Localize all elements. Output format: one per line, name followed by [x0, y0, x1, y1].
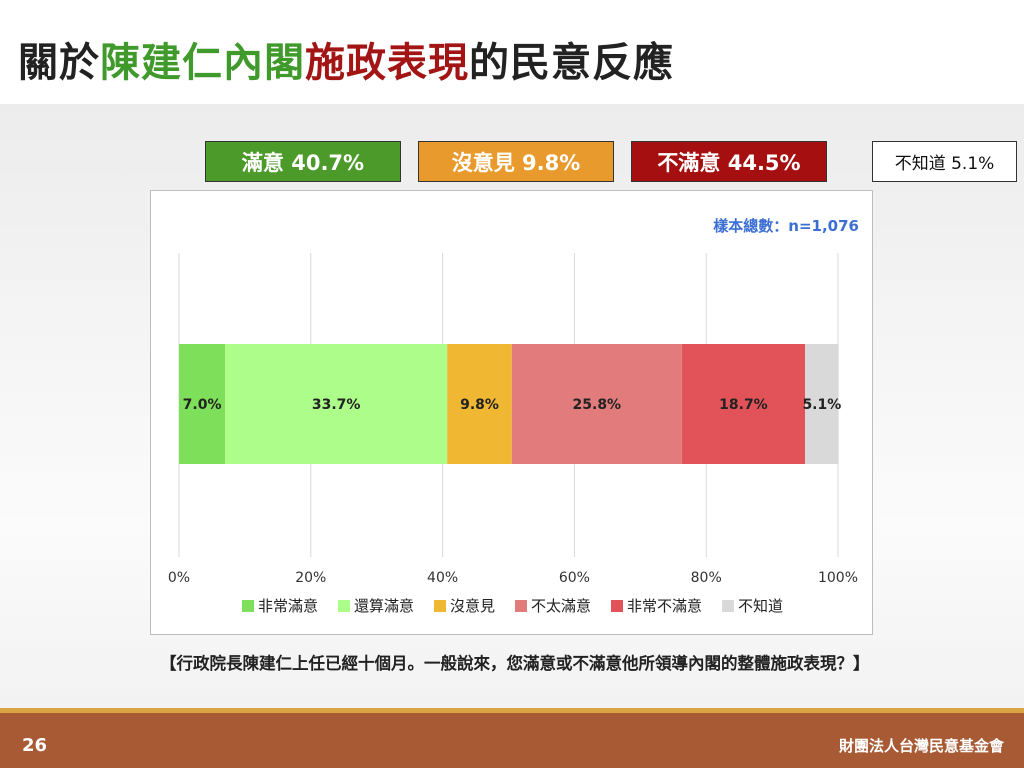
data-label: 9.8%: [460, 397, 499, 413]
x-tick-label: 20%: [295, 570, 326, 586]
data-label: 33.7%: [312, 397, 361, 413]
legend-label: 沒意見: [450, 597, 495, 615]
page-number: 26: [22, 735, 48, 756]
legend-label: 還算滿意: [354, 597, 414, 615]
chart-panel: 樣本總數：n=1,076 0% 20% 40% 60% 80% 100% 7.0% 33.7%…: [150, 190, 873, 635]
legend-swatch: [338, 600, 350, 612]
legend-label: 非常不滿意: [627, 597, 702, 615]
legend-swatch: [611, 600, 623, 612]
legend-label: 不太滿意: [531, 597, 591, 615]
x-tick-label: 80%: [691, 570, 722, 586]
bar-segment: [225, 344, 448, 464]
page-title: 關於陳建仁內閣施政表現的民意反應: [18, 30, 674, 88]
organization-name: 財團法人台灣民意基金會: [838, 737, 1004, 755]
legend-label: 不知道: [738, 597, 783, 615]
data-label: 7.0%: [183, 397, 222, 413]
sample-size-note: 樣本總數：n=1,076: [713, 217, 859, 235]
x-tick-label: 40%: [427, 570, 458, 586]
legend-swatch: [722, 600, 734, 612]
summary-dont-know: 不知道 5.1%: [872, 141, 1017, 182]
bar-segment: [447, 344, 512, 464]
legend-label: 非常滿意: [258, 597, 318, 615]
data-label: 18.7%: [719, 397, 768, 413]
x-tick-label: 100%: [818, 570, 858, 586]
survey-question: 【行政院長陳建仁上任已經十個月。一般說來，您滿意或不滿意他所領導內閣的整體施政表…: [160, 654, 870, 673]
title-part-about: 關於: [18, 40, 100, 86]
legend-swatch: [434, 600, 446, 612]
legend-swatch: [242, 600, 254, 612]
title-part-cabinet: 陳建仁內閣: [100, 40, 305, 86]
summary-satisfied: 滿意 40.7%: [205, 141, 401, 182]
title-part-performance: 施政表現: [305, 40, 469, 86]
bar-segment: [179, 344, 226, 464]
x-tick-label: 60%: [559, 570, 590, 586]
summary-no-opinion: 沒意見 9.8%: [418, 141, 614, 182]
stacked-bar-chart: 樣本總數：n=1,076 0% 20% 40% 60% 80% 100% 7.0% 33.7%…: [168, 217, 859, 615]
data-label: 25.8%: [573, 397, 622, 413]
title-bar: 關於陳建仁內閣施政表現的民意反應: [0, 0, 1024, 104]
bar-segment: [805, 344, 839, 464]
bar-segment: [681, 344, 806, 464]
title-part-reaction: 的民意反應: [469, 40, 674, 86]
data-label: 5.1%: [802, 397, 841, 413]
legend-swatch: [515, 600, 527, 612]
summary-dissatisfied: 不滿意 44.5%: [631, 141, 827, 182]
bar-segment: [511, 344, 682, 464]
footer: 26 財團法人台灣民意基金會: [0, 708, 1024, 768]
x-tick-label: 0%: [168, 570, 190, 586]
